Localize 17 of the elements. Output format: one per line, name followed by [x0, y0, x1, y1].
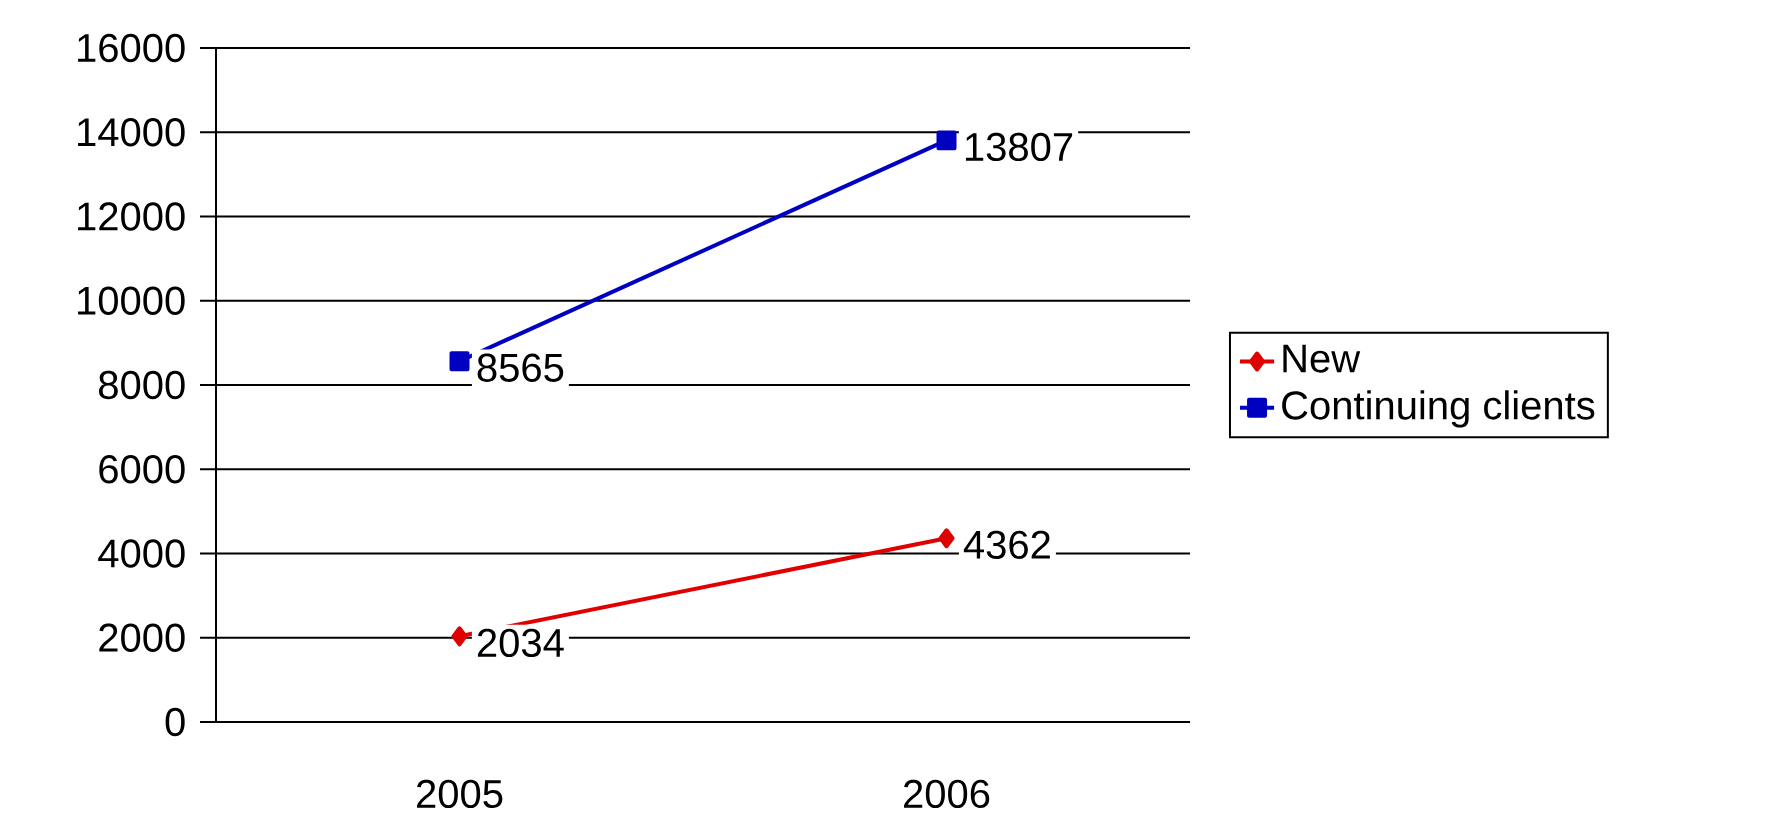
y-tick-label: 8000 — [99, 370, 185, 400]
y-tick-label: 4000 — [98, 539, 185, 568]
y-tick-label: 6000 — [99, 455, 185, 484]
y-tick-label: 2000 — [99, 623, 185, 652]
y-tick-label: 10000 — [78, 286, 185, 315]
legend-label: New — [1283, 344, 1361, 373]
legend-label: Continuing clients — [1282, 390, 1595, 428]
x-tick-label: 2005 — [417, 779, 503, 809]
data-label: 2034 — [477, 628, 564, 658]
data-label: 13807 — [965, 132, 1073, 162]
data-label: 8565 — [477, 353, 564, 382]
y-tick-label: 16000 — [78, 33, 185, 63]
x-tick-label: 2006 — [904, 779, 990, 809]
y-tick-label: 12000 — [78, 202, 185, 231]
y-tick-label: 14000 — [78, 118, 185, 147]
data-label: 4362 — [963, 530, 1050, 559]
y-tick-label: 0 — [165, 707, 185, 737]
